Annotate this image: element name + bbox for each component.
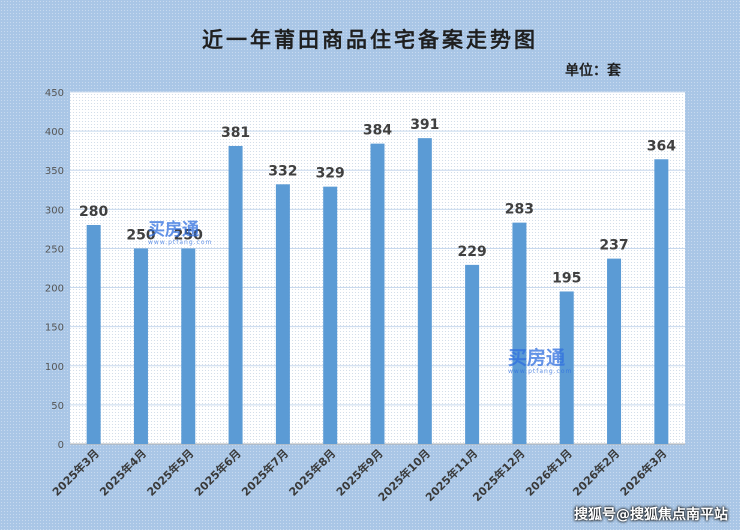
data-label: 384 [363, 123, 392, 139]
x-tick-label: 2026年3月 [617, 446, 670, 499]
data-label: 381 [221, 125, 250, 141]
y-tick-label: 0 [58, 440, 64, 451]
y-tick-label: 450 [45, 88, 64, 99]
bar [654, 159, 669, 444]
bar [86, 224, 101, 444]
x-tick-label: 2025年9月 [333, 446, 386, 499]
y-tick-label: 150 [45, 323, 64, 334]
chart-title: 近一年莆田商品住宅备案走势图 [202, 27, 538, 52]
x-tick-label: 2025年7月 [238, 446, 291, 499]
data-label: 250 [174, 227, 203, 243]
data-label: 229 [457, 244, 486, 260]
data-label: 329 [316, 166, 345, 182]
bar [181, 248, 196, 444]
source-credit: 搜狐号@搜狐焦点南平站 [574, 507, 728, 523]
y-tick-label: 200 [45, 284, 64, 295]
data-label: 195 [552, 270, 581, 286]
bar [417, 138, 432, 444]
data-label: 332 [268, 163, 297, 179]
y-tick-label: 350 [45, 166, 64, 177]
unit-label: 单位：套 [565, 63, 621, 79]
y-tick-label: 100 [45, 362, 64, 373]
x-tick-label: 2026年2月 [570, 446, 623, 499]
bar [559, 291, 574, 444]
x-tick-label: 2025年4月 [97, 446, 150, 499]
y-tick-label: 400 [45, 127, 64, 138]
data-label: 237 [599, 238, 628, 254]
data-label: 391 [410, 117, 439, 133]
data-label: 280 [79, 204, 108, 220]
bar [133, 248, 148, 444]
y-tick-label: 50 [51, 401, 64, 412]
y-tick-label: 300 [45, 205, 64, 216]
data-label: 283 [505, 202, 534, 218]
x-tick-label: 2025年6月 [191, 446, 244, 499]
y-tick-label: 250 [45, 244, 64, 255]
bar [370, 143, 385, 445]
x-tick-label: 2026年1月 [522, 446, 575, 499]
data-label: 364 [647, 138, 676, 154]
bar [465, 264, 480, 444]
x-tick-label: 2025年8月 [286, 446, 339, 499]
bar [607, 258, 622, 444]
watermark-logo: 买房通 www.ptfang.com [508, 347, 573, 375]
x-tick-label: 2025年5月 [144, 446, 197, 499]
bar [275, 184, 290, 444]
x-tick-label: 2025年3月 [49, 446, 102, 499]
data-label: 250 [126, 227, 155, 243]
bar [512, 222, 527, 444]
watermark-logo: 买房通 www.ptfang.com [148, 220, 213, 246]
bar [323, 186, 338, 444]
bar [228, 145, 243, 444]
